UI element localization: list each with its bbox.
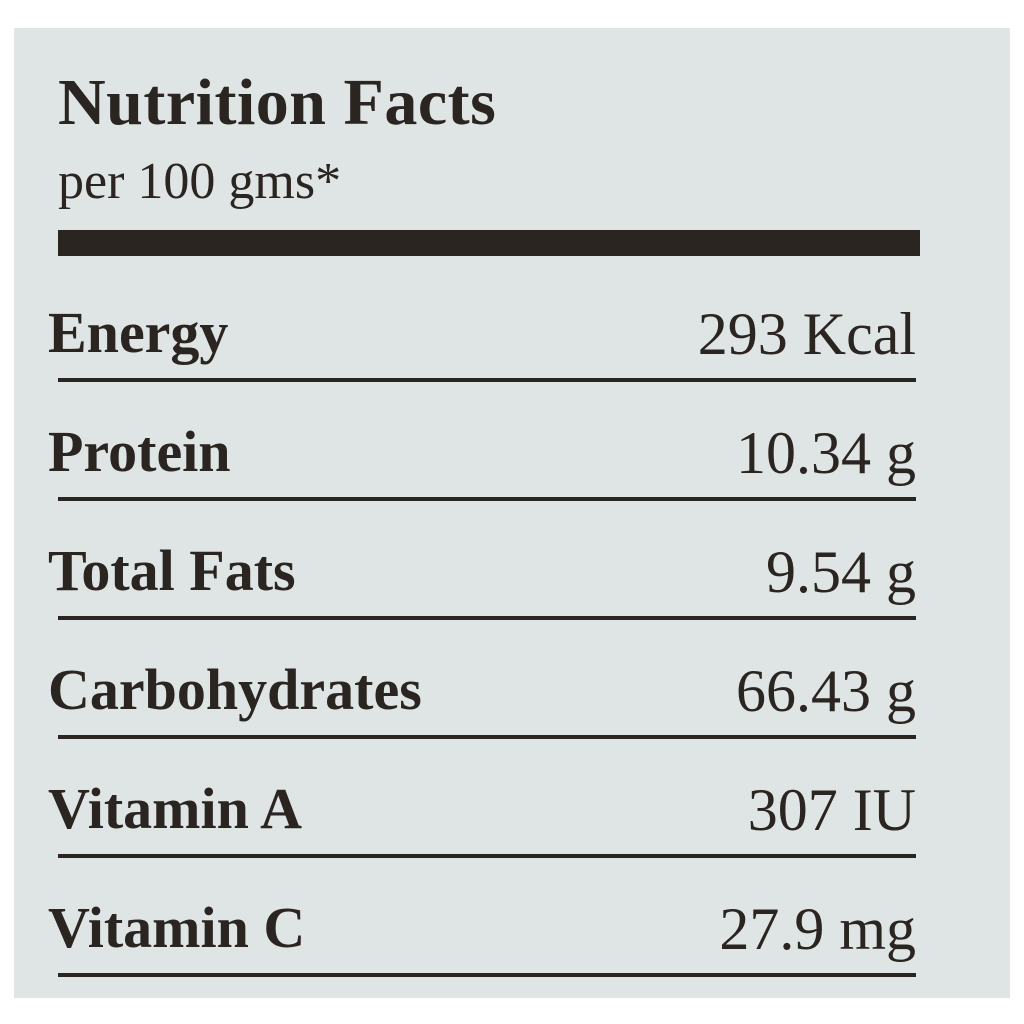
nutrient-name: Vitamin A bbox=[48, 776, 303, 841]
table-row: Carbohydrates 66.43 g bbox=[14, 639, 1010, 759]
nutrient-amount: 293 Kcal bbox=[697, 301, 916, 367]
subtitle: per 100 gms* bbox=[58, 153, 342, 210]
label-panel: Nutrition Facts per 100 gms* Energy 293 K… bbox=[14, 28, 1010, 998]
row-rule bbox=[58, 378, 916, 382]
row-rule bbox=[58, 497, 916, 501]
nutrient-name: Total Fats bbox=[48, 538, 296, 603]
nutrient-amount: 10.34 g bbox=[736, 420, 916, 486]
row-rule bbox=[58, 973, 916, 977]
nutrient-name: Energy bbox=[48, 300, 229, 365]
title: Nutrition Facts bbox=[58, 66, 497, 139]
nutrient-amount: 27.9 mg bbox=[719, 896, 916, 962]
row-rule bbox=[58, 616, 916, 620]
table-row: Vitamin C 27.9 mg bbox=[14, 877, 1010, 997]
nutrient-name: Protein bbox=[48, 419, 231, 484]
table-row: Energy 293 Kcal bbox=[14, 282, 1010, 402]
nutrient-name: Vitamin C bbox=[48, 895, 306, 960]
table-row: Vitamin A 307 IU bbox=[14, 758, 1010, 878]
table-row: Total Fats 9.54 g bbox=[14, 520, 1010, 640]
nutrient-amount: 66.43 g bbox=[736, 658, 916, 724]
table-row: Protein 10.34 g bbox=[14, 401, 1010, 521]
row-rule bbox=[58, 735, 916, 739]
nutrient-amount: 307 IU bbox=[747, 777, 916, 843]
row-rule bbox=[58, 854, 916, 858]
nutrient-amount: 9.54 g bbox=[766, 539, 916, 605]
nutrient-name: Carbohydrates bbox=[48, 657, 422, 722]
thick-rule bbox=[58, 230, 920, 256]
